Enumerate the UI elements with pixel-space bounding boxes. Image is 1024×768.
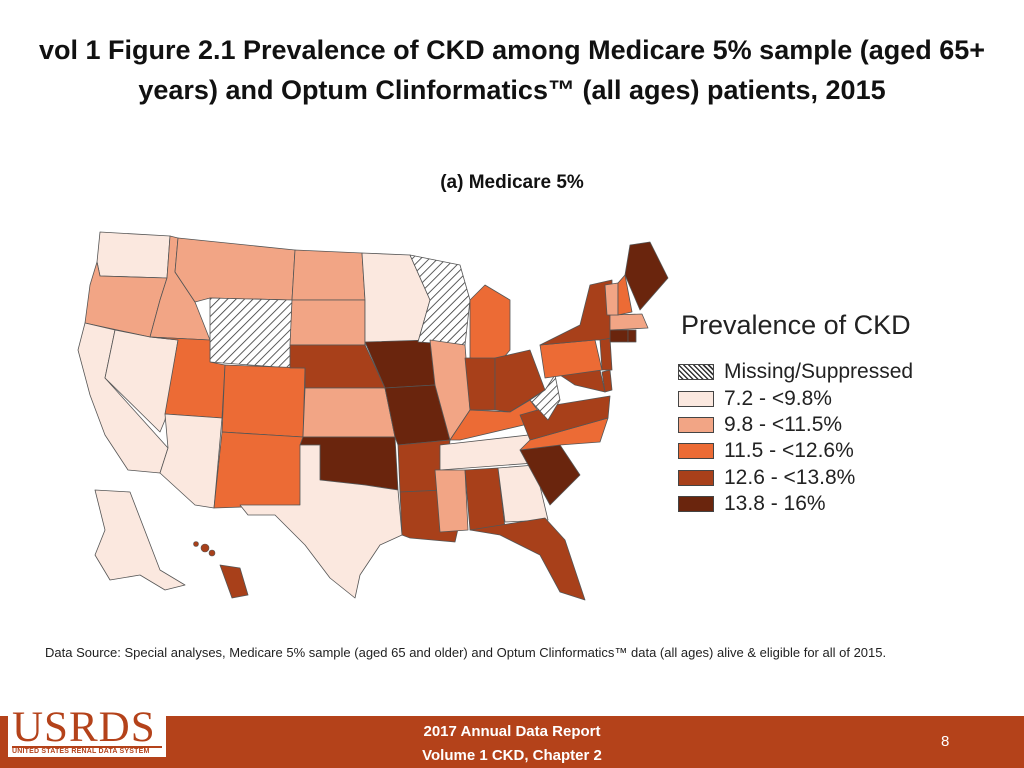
state-wv	[529, 374, 561, 421]
legend-item-class-4: 12.6 - <13.8%	[678, 465, 913, 491]
us-state-map	[77, 231, 669, 601]
usrds-logo: USRDS UNITED STATES RENAL DATA SYSTEM	[8, 704, 166, 757]
report-caption: 2017 Annual Data Report Volume 1 CKD, Ch…	[0, 720, 1024, 768]
state-sd	[289, 299, 366, 346]
state-ct	[609, 329, 629, 343]
legend-swatch	[678, 469, 714, 486]
state-de	[601, 369, 613, 393]
state-tx	[239, 444, 403, 599]
state-oh	[494, 349, 546, 413]
legend-item-class-2: 9.8 - <11.5%	[678, 412, 913, 438]
logo-divider	[12, 746, 162, 748]
state-nm	[213, 431, 304, 509]
legend-swatch-hatch	[678, 364, 714, 381]
state-ri	[627, 329, 637, 343]
logo-wordmark: USRDS	[12, 704, 156, 751]
state-mi	[469, 284, 511, 363]
report-line-2: Volume 1 CKD, Chapter 2	[422, 747, 602, 764]
legend-item-class-1: 7.2 - <9.8%	[678, 385, 913, 411]
legend-swatch	[678, 416, 714, 433]
legend-label: 9.8 - <11.5%	[724, 412, 843, 436]
legend-title: Prevalence of CKD	[681, 310, 911, 340]
legend-label: 7.2 - <9.8%	[724, 386, 832, 410]
legend-swatch	[678, 390, 714, 407]
page-number: 8	[941, 733, 950, 750]
state-ks	[302, 387, 396, 438]
state-nd	[291, 249, 366, 301]
legend-swatch	[678, 443, 714, 460]
state-nh	[617, 274, 633, 316]
legend-item-missing: Missing/Suppressed	[678, 359, 913, 385]
state-hi-island-1	[200, 543, 210, 553]
state-mt	[174, 237, 296, 303]
legend-item-class-3: 11.5 - <12.6%	[678, 438, 913, 464]
legend-swatch	[678, 496, 714, 513]
legend-label: Missing/Suppressed	[724, 360, 914, 384]
state-wy	[209, 297, 293, 369]
state-me	[624, 241, 669, 311]
state-ma	[609, 313, 649, 331]
logo-subtext: UNITED STATES RENAL DATA SYSTEM	[12, 748, 150, 755]
legend-label: 13.8 - 16%	[724, 492, 826, 516]
legend-label: 11.5 - <12.6%	[724, 439, 854, 463]
legend-item-class-5: 13.8 - 16%	[678, 491, 913, 517]
state-fl	[469, 517, 586, 601]
state-ms	[434, 469, 469, 533]
state-nj	[599, 337, 613, 371]
figure-title: vol 1 Figure 2.1 Prevalence of CKD among…	[38, 35, 986, 105]
state-ny	[539, 279, 613, 346]
panel-subtitle: (a) Medicare 5%	[440, 172, 584, 193]
footer-bar	[0, 716, 1024, 768]
state-hi-island-2	[208, 549, 216, 557]
state-ak	[94, 489, 186, 591]
data-source-note: Data Source: Special analyses, Medicare …	[45, 645, 887, 660]
state-hi	[219, 564, 249, 599]
state-wa	[96, 231, 171, 279]
state-in	[464, 357, 496, 411]
state-hi-island-3	[193, 541, 199, 547]
state-vt	[604, 282, 619, 316]
report-line-1: 2017 Annual Data Report	[423, 723, 601, 740]
state-az	[159, 413, 223, 509]
map-legend: Prevalence of CKD Missing/Suppressed 7.2…	[678, 310, 913, 517]
state-co	[221, 364, 306, 438]
legend-label: 12.6 - <13.8%	[724, 465, 856, 489]
